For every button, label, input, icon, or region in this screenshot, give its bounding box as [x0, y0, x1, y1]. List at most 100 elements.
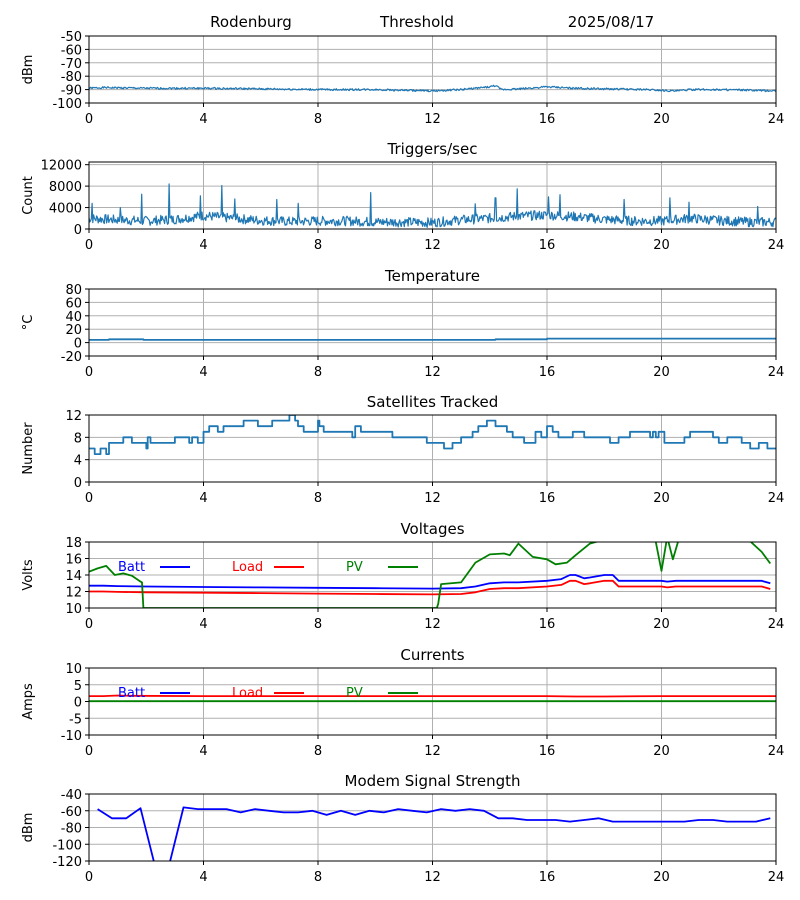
- chart-title: Triggers/sec: [387, 140, 478, 158]
- y-tick-label: 80: [65, 283, 82, 298]
- x-tick-label: 24: [768, 238, 785, 253]
- x-tick-label: 8: [314, 744, 322, 759]
- header-mode: Threshold: [379, 13, 454, 31]
- x-tick-label: 24: [768, 491, 785, 506]
- x-tick-label: 0: [85, 365, 93, 380]
- x-tick-label: 24: [768, 365, 785, 380]
- chart-satellites: 0 4 8 12 16 20 24 0 4 8 12 Satellites Tracked Number: [21, 393, 784, 506]
- y-axis-label: Amps: [21, 683, 36, 720]
- y-tick-label: 20: [65, 323, 82, 338]
- y-tick-label: -100: [52, 838, 82, 853]
- x-tick-label: 16: [539, 112, 556, 127]
- x-tick-label: 20: [653, 365, 670, 380]
- x-tick-label: 20: [653, 491, 670, 506]
- x-tick-label: 16: [539, 238, 556, 253]
- x-tick-label: 20: [653, 744, 670, 759]
- x-tick-label: 16: [539, 491, 556, 506]
- x-tick-label: 8: [314, 112, 322, 127]
- y-tick-label: -80: [61, 70, 82, 85]
- y-tick-label: -120: [52, 855, 82, 870]
- y-tick-label: -20: [61, 350, 82, 365]
- y-tick-label: 12: [65, 409, 82, 424]
- header-site: Rodenburg: [210, 13, 292, 31]
- x-tick-label: 12: [424, 238, 441, 253]
- y-tick-label: 10: [65, 662, 82, 677]
- legend-label: Batt: [118, 686, 145, 701]
- x-tick-label: 24: [768, 870, 785, 885]
- legend-label: Batt: [118, 560, 145, 575]
- x-tick-label: 8: [314, 238, 322, 253]
- x-tick-label: 12: [424, 365, 441, 380]
- series-line-voltages-0: [89, 574, 771, 590]
- chart-modem: 0 4 8 12 16 20 24 -120 -100-80 -60 -40 Modem Signal…: [21, 772, 784, 885]
- series-line-voltages-2: [89, 542, 772, 608]
- x-tick-label: 20: [653, 870, 670, 885]
- x-tick-label: 24: [768, 744, 785, 759]
- y-tick-label: -5: [69, 712, 82, 727]
- chart-triggers: 0 4 8 12 16 20 24 0 4000 8000 12000 Triggers/sec Cou…: [21, 140, 784, 253]
- legend-label: Load: [232, 686, 263, 701]
- legend-label: PV: [346, 686, 363, 701]
- chart-title: Satellites Tracked: [367, 393, 498, 411]
- y-tick-label: 12000: [41, 159, 82, 174]
- legend-label: PV: [346, 560, 363, 575]
- series-line-voltages-1: [89, 579, 771, 596]
- x-tick-label: 4: [199, 238, 207, 253]
- chart-title: Temperature: [384, 267, 480, 285]
- x-tick-label: 12: [424, 870, 441, 885]
- y-tick-label: 14: [65, 569, 82, 584]
- x-tick-label: 12: [424, 617, 441, 632]
- x-tick-label: 4: [199, 744, 207, 759]
- chart-title: Voltages: [400, 520, 464, 538]
- y-tick-label: -60: [61, 805, 82, 820]
- y-tick-label: 0: [74, 696, 82, 711]
- y-tick-label: 12: [65, 586, 82, 601]
- x-tick-label: 24: [768, 112, 785, 127]
- y-tick-label: -100: [52, 97, 82, 112]
- x-tick-label: 0: [85, 112, 93, 127]
- y-axis-label: Volts: [21, 559, 36, 591]
- y-tick-label: -90: [61, 84, 82, 99]
- x-tick-label: 4: [199, 491, 207, 506]
- y-axis-label: Count: [21, 176, 36, 215]
- y-tick-label: 0: [74, 223, 82, 238]
- x-tick-label: 16: [539, 365, 556, 380]
- x-tick-label: 8: [314, 617, 322, 632]
- x-tick-label: 8: [314, 365, 322, 380]
- y-tick-label: 0: [74, 476, 82, 491]
- y-tick-label: 10: [65, 602, 82, 617]
- x-tick-label: 12: [424, 112, 441, 127]
- legend-label: Load: [232, 560, 263, 575]
- x-tick-label: 16: [539, 870, 556, 885]
- x-tick-label: 0: [85, 491, 93, 506]
- y-tick-label: 60: [65, 296, 82, 311]
- y-tick-label: 5: [74, 679, 82, 694]
- y-axis-label: °C: [21, 315, 36, 331]
- x-tick-label: 12: [424, 491, 441, 506]
- series-line-modem-0: [97, 806, 771, 861]
- x-tick-label: 16: [539, 617, 556, 632]
- x-tick-label: 0: [85, 744, 93, 759]
- y-tick-label: -50: [61, 30, 82, 45]
- x-tick-label: 0: [85, 617, 93, 632]
- x-tick-label: 4: [199, 365, 207, 380]
- x-tick-label: 12: [424, 744, 441, 759]
- chart-threshold: 0 4 8 12 16 20 24 -100-90-80-70-60-50 dBm: [21, 30, 784, 127]
- x-tick-label: 16: [539, 744, 556, 759]
- y-axis-label: dBm: [21, 813, 36, 843]
- y-tick-label: 18: [65, 536, 82, 551]
- x-tick-label: 20: [653, 112, 670, 127]
- y-tick-label: 8: [74, 431, 82, 446]
- header-date: 2025/08/17: [568, 13, 654, 31]
- series-line-temperature-0: [89, 337, 776, 341]
- series-line-threshold-0: [89, 84, 776, 93]
- y-axis-label: dBm: [21, 55, 36, 85]
- y-tick-label: -60: [61, 43, 82, 58]
- y-tick-label: -10: [61, 729, 82, 744]
- y-tick-label: 16: [65, 553, 82, 568]
- x-tick-label: 0: [85, 238, 93, 253]
